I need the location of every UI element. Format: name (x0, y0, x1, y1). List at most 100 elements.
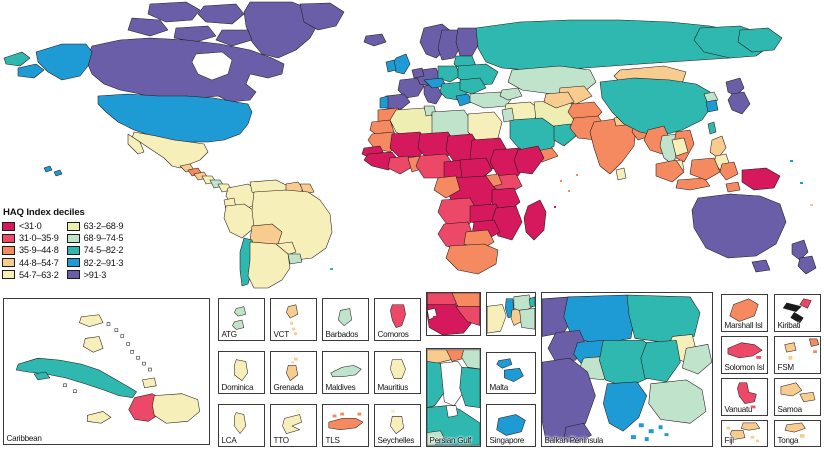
region-uae-oman (553, 123, 577, 147)
legend-label: 54·7–63·2 (19, 269, 59, 280)
region-japan-2 (727, 91, 751, 115)
region-caucasus (499, 87, 523, 101)
inset-malta: Malta (486, 352, 536, 394)
region-somalia (513, 145, 545, 175)
legend-item: 35·9–44·8 (2, 245, 59, 256)
region-papua-new-guinea (741, 167, 781, 191)
region-sulawesi (719, 161, 739, 181)
region-uruguay (287, 253, 303, 265)
legend-label: <31·0 (19, 221, 42, 232)
region-cote-divoire (387, 155, 415, 175)
region-madagascar (523, 199, 547, 241)
region-benelux (411, 67, 425, 79)
legend-item: 63·2–68·9 (66, 221, 124, 232)
region-alaska (35, 43, 93, 81)
legend-swatch (66, 221, 80, 231)
legend-column-right: 63·2–68·9 68·9–74·5 74·5–82·2 82·2–91·3 … (66, 221, 124, 280)
legend-label: 44·8–54·7 (19, 257, 59, 268)
region-south-korea (705, 99, 719, 113)
legend-item: 82·2–91·3 (66, 257, 124, 268)
legend-swatch (66, 270, 80, 280)
inset-solomon-isl: Solomon Isl (721, 336, 768, 374)
inset-tls: TLS (322, 404, 369, 447)
region-sri-lanka (615, 167, 627, 181)
legend-swatch (2, 245, 15, 255)
legend-label: 74·5–82·2 (83, 245, 124, 256)
legend-item: 44·8–54·7 (2, 257, 59, 268)
legend-swatch (2, 270, 15, 280)
legend-title: HAQ Index deciles (3, 207, 85, 218)
region-china (599, 77, 713, 137)
region-japan (725, 77, 745, 97)
region-poland (437, 65, 461, 83)
region-laos-cambodia (671, 137, 689, 157)
legend-item: >91·3 (66, 269, 124, 280)
region-turkmenistan (543, 91, 575, 109)
region-peru (223, 203, 257, 239)
region-romania-bulgaria (459, 77, 487, 95)
region-portugal (379, 95, 389, 109)
inset-barbados: Barbados (322, 298, 369, 341)
inset-tonga: Tonga (774, 420, 821, 447)
inset-caribbean: Caribbean (3, 298, 210, 445)
region-new-zealand (791, 239, 809, 261)
legend-item: 31·0–35·9 (2, 233, 59, 244)
region-mozambique (491, 205, 523, 241)
inset-maldives: Maldives (322, 351, 369, 394)
legend-swatch (2, 258, 15, 268)
legend-item: 74·5–82·2 (66, 245, 124, 256)
legend-item: <31·0 (2, 221, 59, 232)
region-philippines (709, 135, 727, 159)
inset-vanuatu: Vanuatu (721, 378, 768, 416)
inset-dominica: Dominica (218, 351, 265, 394)
legend-label: 35·9–44·8 (19, 245, 59, 256)
region-car (459, 157, 493, 181)
region-new-zealand-2 (797, 255, 817, 275)
region-iceland (363, 33, 387, 47)
legend-label: 68·9–74·5 (83, 233, 124, 244)
inset-singapore: Singapore (486, 404, 536, 447)
legend-label: 63·2–68·9 (83, 221, 124, 232)
region-niger (417, 131, 457, 159)
inset-atg: ATG (218, 298, 265, 341)
region-canada (85, 37, 285, 103)
region-greece (455, 93, 473, 107)
legend-label: >91·3 (83, 269, 107, 280)
inset-panel-strip: Caribbean ATG VCT Barbados (0, 290, 824, 450)
region-tasmania (751, 259, 771, 273)
region-ireland (385, 59, 397, 73)
inset-seychelles: Seychelles (374, 404, 421, 447)
legend-column-left: <31·0 31·0–35·9 35·9–44·8 44·8–54·7 54·7… (2, 221, 59, 280)
inset-tto: TTO (270, 404, 317, 447)
inset-west-africa: West Africa (426, 292, 481, 336)
region-australia (691, 193, 787, 259)
region-united-states (97, 93, 253, 143)
region-timor (725, 181, 741, 193)
legend-swatch (66, 233, 80, 243)
region-java (675, 177, 711, 191)
inset-samoa: Samoa (774, 378, 821, 416)
inset-mauritius: Mauritius (374, 351, 421, 394)
legend-swatch (66, 245, 80, 255)
inset-persian-gulf: Persian Gulf (426, 348, 481, 447)
region-sumatra (655, 159, 685, 183)
inset-comoros: Comoros (374, 298, 421, 341)
inset-grenada: Grenada (270, 351, 317, 394)
region-argentina (247, 241, 291, 289)
legend-label: 82·2–91·3 (83, 257, 124, 268)
region-south-africa (445, 243, 499, 275)
region-israel-jordan (501, 107, 515, 123)
inset-eastern-mediterranean: Eastern Mediterranean (486, 292, 536, 336)
inset-vct: VCT (270, 298, 317, 341)
inset-marshall-isl: Marshall Isl (721, 294, 768, 332)
legend-swatch (66, 258, 80, 268)
legend-item: 54·7–63·2 (2, 269, 59, 280)
inset-kiribati: Kiribati (774, 294, 821, 332)
inset-fsm: FSM (774, 336, 821, 374)
map-legend: HAQ Index deciles <31·0 31·0–35·9 35·9–4… (2, 207, 147, 280)
region-taiwan (707, 121, 717, 135)
legend-item: 68·9–74·5 (66, 233, 124, 244)
region-gabon-congo (433, 175, 461, 199)
region-borneo (689, 157, 721, 181)
